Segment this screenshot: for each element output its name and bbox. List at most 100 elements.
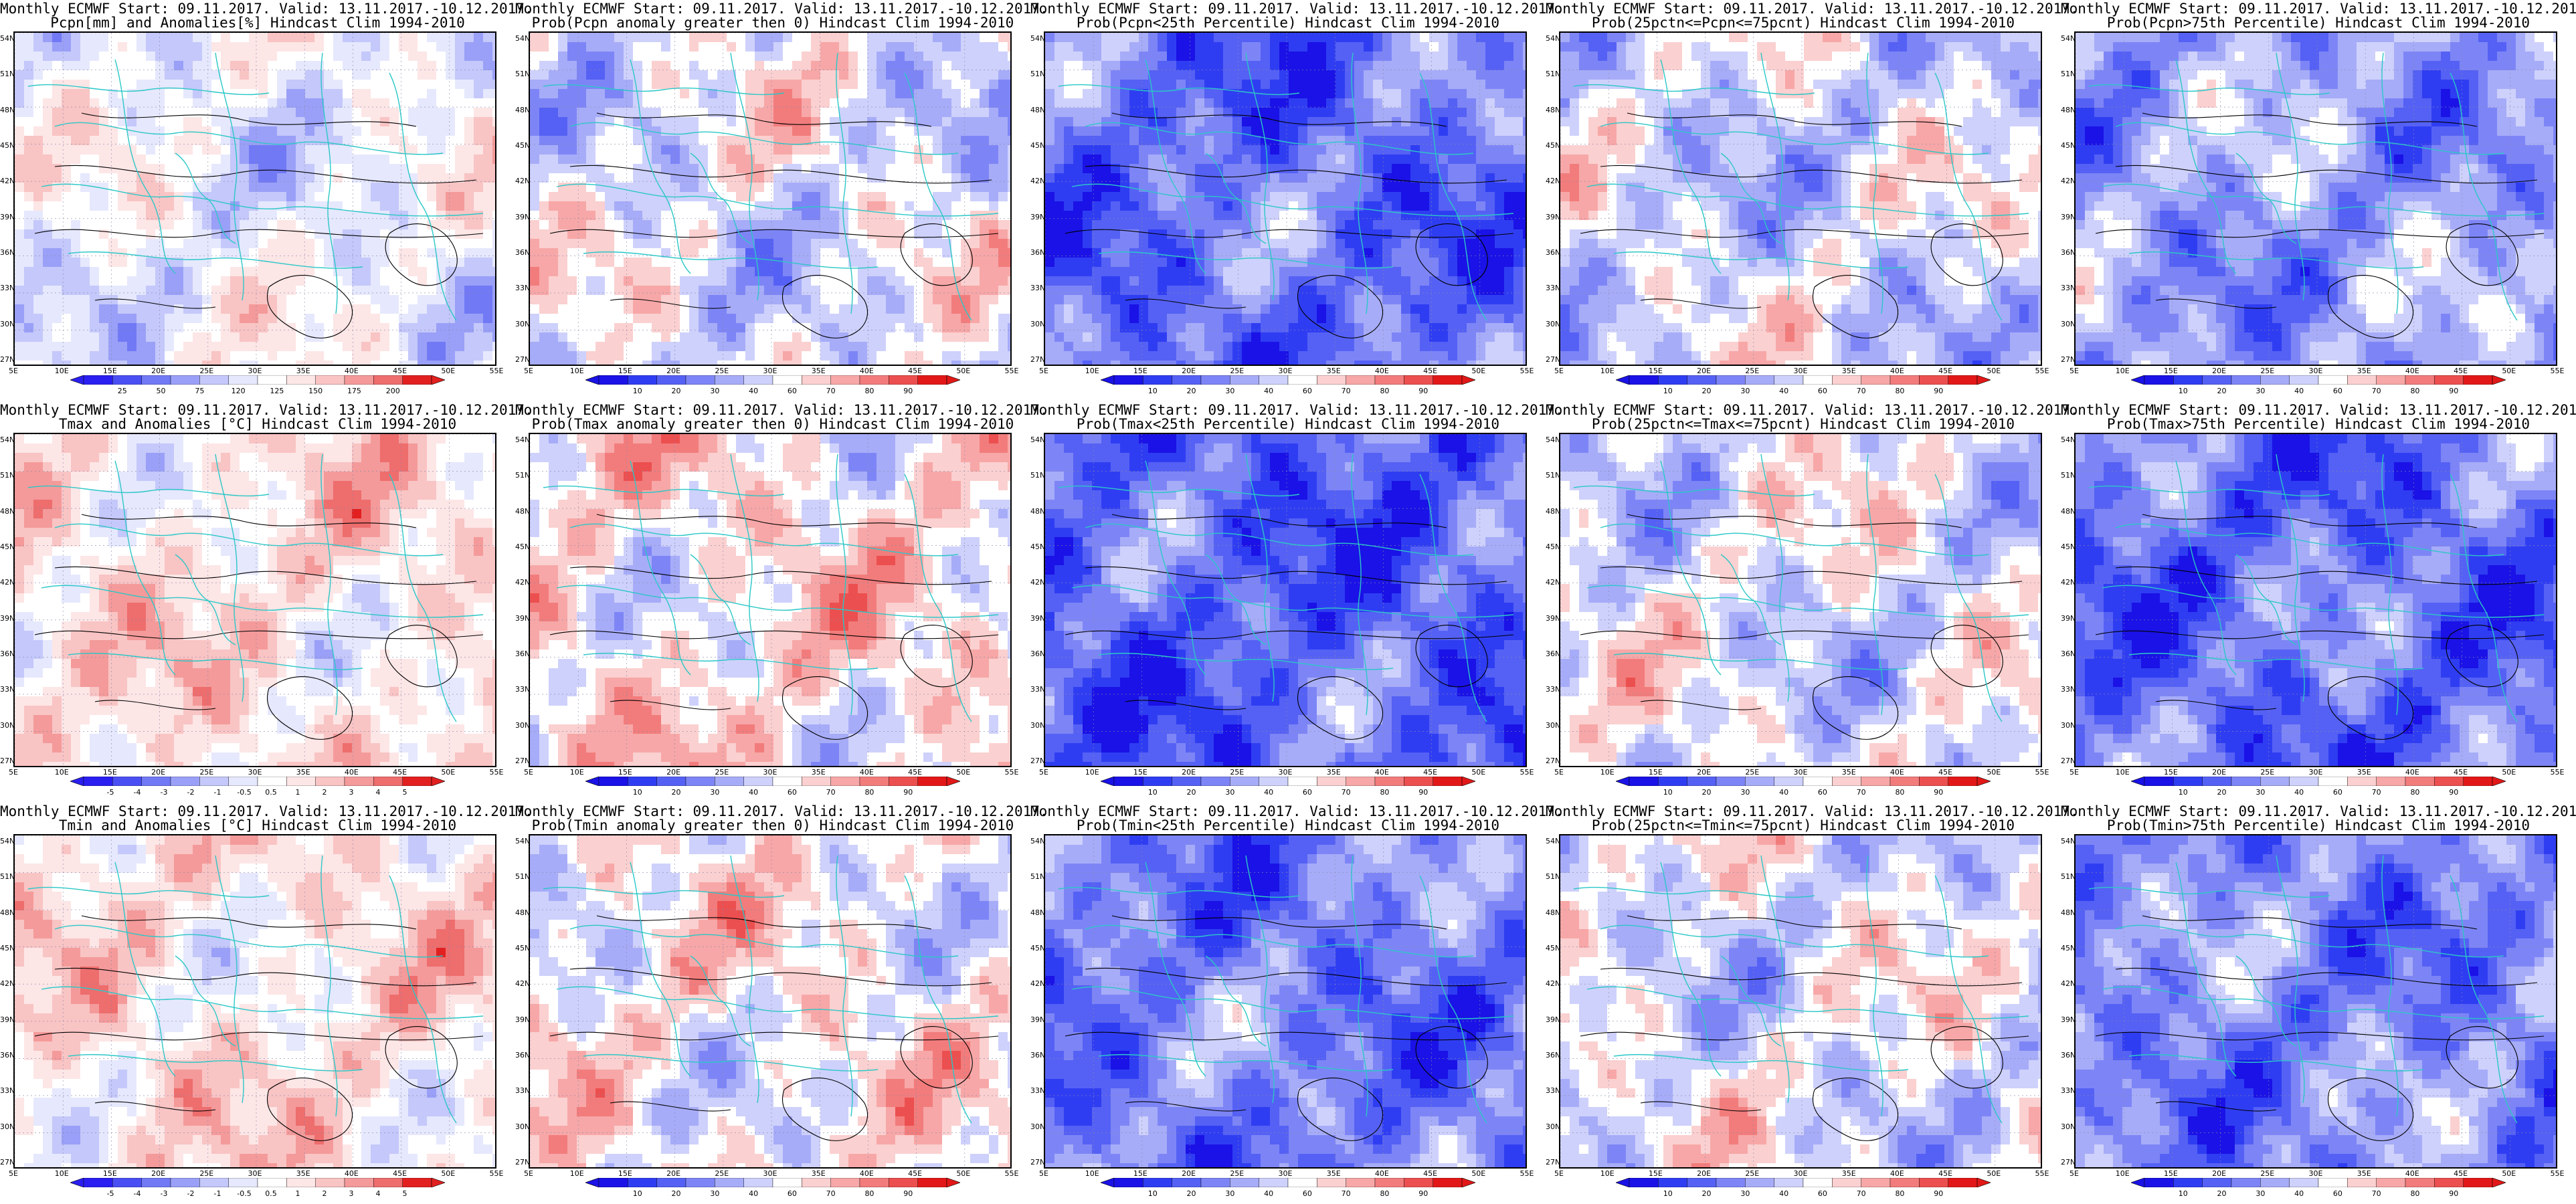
field-cell	[605, 52, 614, 61]
field-cell	[755, 33, 764, 42]
field-cell	[24, 89, 33, 98]
field-cell	[62, 229, 71, 239]
field-cell	[980, 98, 989, 108]
field-cell	[305, 192, 314, 201]
field-cell	[530, 80, 539, 89]
field-cell	[652, 314, 661, 323]
field-cell	[314, 61, 324, 70]
field-cell	[193, 211, 202, 220]
field-cell	[258, 145, 268, 155]
field-cell	[249, 192, 258, 201]
field-cell	[1092, 183, 1101, 192]
field-cell	[1008, 173, 1010, 183]
field-cell	[1448, 70, 1457, 80]
field-cell	[1485, 33, 1495, 42]
field-cell	[202, 126, 211, 136]
field-cell	[483, 89, 492, 98]
field-cell	[530, 33, 539, 42]
field-cell	[1317, 220, 1326, 229]
field-cell	[268, 211, 277, 220]
field-cell	[661, 258, 670, 267]
field-cell	[933, 192, 942, 201]
field-cell	[1139, 145, 1148, 155]
field-cell	[1261, 117, 1270, 126]
field-cell	[343, 155, 352, 164]
field-cell	[155, 70, 165, 80]
field-cell	[567, 155, 577, 164]
field-cell	[1073, 220, 1083, 229]
field-cell	[1148, 183, 1158, 192]
field-cell	[717, 126, 727, 136]
field-cell	[183, 295, 193, 304]
field-cell	[670, 276, 680, 286]
field-cell	[858, 126, 867, 136]
field-cell	[680, 136, 689, 145]
field-cell	[923, 286, 933, 295]
field-cell	[1232, 164, 1242, 173]
field-cell	[745, 61, 755, 70]
field-cell	[670, 155, 680, 164]
field-cell	[80, 136, 90, 145]
field-cell	[249, 276, 258, 286]
field-cell	[689, 201, 699, 211]
field-cell	[380, 80, 389, 89]
field-cell	[661, 332, 670, 342]
field-cell	[399, 361, 408, 365]
field-cell	[1064, 126, 1073, 136]
field-cell	[1242, 145, 1251, 155]
field-cell	[1448, 117, 1457, 126]
field-cell	[1336, 211, 1345, 220]
field-cell	[1270, 211, 1279, 220]
field-cell	[221, 126, 230, 136]
map-field-svg	[530, 33, 1010, 365]
field-cell	[1401, 201, 1410, 211]
field-cell	[62, 183, 71, 192]
field-cell	[670, 258, 680, 267]
field-cell	[43, 248, 52, 258]
field-cell	[211, 267, 221, 276]
field-cell	[380, 98, 389, 108]
field-cell	[249, 136, 258, 145]
field-cell	[1120, 164, 1129, 173]
field-cell	[1092, 126, 1101, 136]
field-cell	[446, 332, 455, 342]
field-cell	[268, 351, 277, 361]
field-cell	[727, 276, 736, 286]
field-cell	[895, 117, 905, 126]
field-cell	[483, 52, 492, 61]
field-cell	[1008, 61, 1010, 70]
field-cell	[783, 342, 792, 351]
field-cell	[165, 173, 174, 183]
field-cell	[1148, 108, 1158, 117]
field-cell	[558, 173, 567, 183]
field-cell	[998, 295, 1008, 304]
field-cell	[1008, 211, 1010, 220]
field-cell	[455, 351, 464, 361]
field-cell	[1195, 164, 1204, 173]
field-cell	[118, 314, 127, 323]
field-cell	[314, 173, 324, 183]
field-cell	[418, 192, 427, 201]
field-cell	[1336, 42, 1345, 52]
field-cell	[436, 361, 446, 365]
field-cell	[595, 80, 605, 89]
field-cell	[689, 304, 699, 314]
field-cell	[361, 258, 371, 267]
field-cell	[211, 229, 221, 239]
field-cell	[1242, 136, 1251, 145]
field-cell	[202, 136, 211, 145]
field-cell	[193, 286, 202, 295]
field-cell	[1345, 173, 1354, 183]
field-cell	[923, 351, 933, 361]
field-cell	[492, 201, 495, 211]
field-cell	[970, 323, 980, 332]
field-cell	[1101, 70, 1111, 80]
field-cell	[108, 70, 118, 80]
field-cell	[333, 117, 343, 126]
field-cell	[933, 98, 942, 108]
field-cell	[146, 267, 155, 276]
field-cell	[305, 295, 314, 304]
field-cell	[886, 361, 895, 365]
field-cell	[755, 361, 764, 365]
field-cell	[343, 42, 352, 52]
